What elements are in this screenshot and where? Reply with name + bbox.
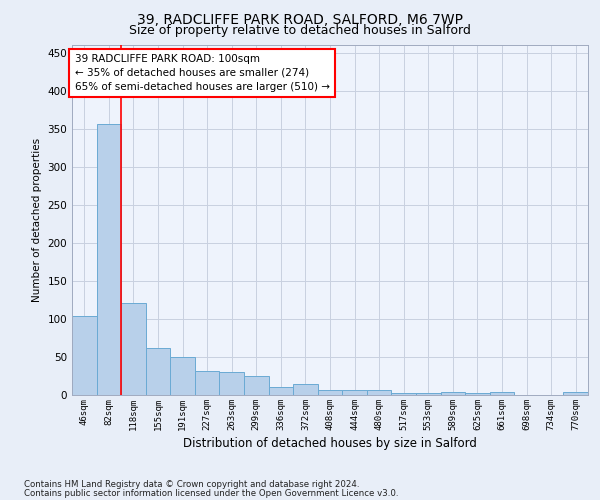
Bar [97, 124, 121, 395]
Bar [342, 390, 367, 395]
Text: Contains public sector information licensed under the Open Government Licence v3: Contains public sector information licen… [24, 488, 398, 498]
Bar [318, 390, 342, 395]
Bar [293, 384, 318, 395]
Bar [72, 316, 97, 395]
Bar [563, 392, 588, 395]
Text: Contains HM Land Registry data © Crown copyright and database right 2024.: Contains HM Land Registry data © Crown c… [24, 480, 359, 489]
Bar [440, 392, 465, 395]
Bar [416, 394, 440, 395]
Text: Size of property relative to detached houses in Salford: Size of property relative to detached ho… [129, 24, 471, 37]
X-axis label: Distribution of detached houses by size in Salford: Distribution of detached houses by size … [183, 437, 477, 450]
Bar [269, 386, 293, 395]
Text: 39 RADCLIFFE PARK ROAD: 100sqm
← 35% of detached houses are smaller (274)
65% of: 39 RADCLIFFE PARK ROAD: 100sqm ← 35% of … [74, 54, 329, 92]
Bar [244, 376, 269, 395]
Bar [367, 390, 391, 395]
Bar [391, 394, 416, 395]
Bar [465, 394, 490, 395]
Bar [170, 357, 195, 395]
Y-axis label: Number of detached properties: Number of detached properties [32, 138, 42, 302]
Bar [220, 372, 244, 395]
Bar [490, 392, 514, 395]
Bar [146, 348, 170, 395]
Text: 39, RADCLIFFE PARK ROAD, SALFORD, M6 7WP: 39, RADCLIFFE PARK ROAD, SALFORD, M6 7WP [137, 12, 463, 26]
Bar [121, 303, 146, 395]
Bar [195, 372, 220, 395]
